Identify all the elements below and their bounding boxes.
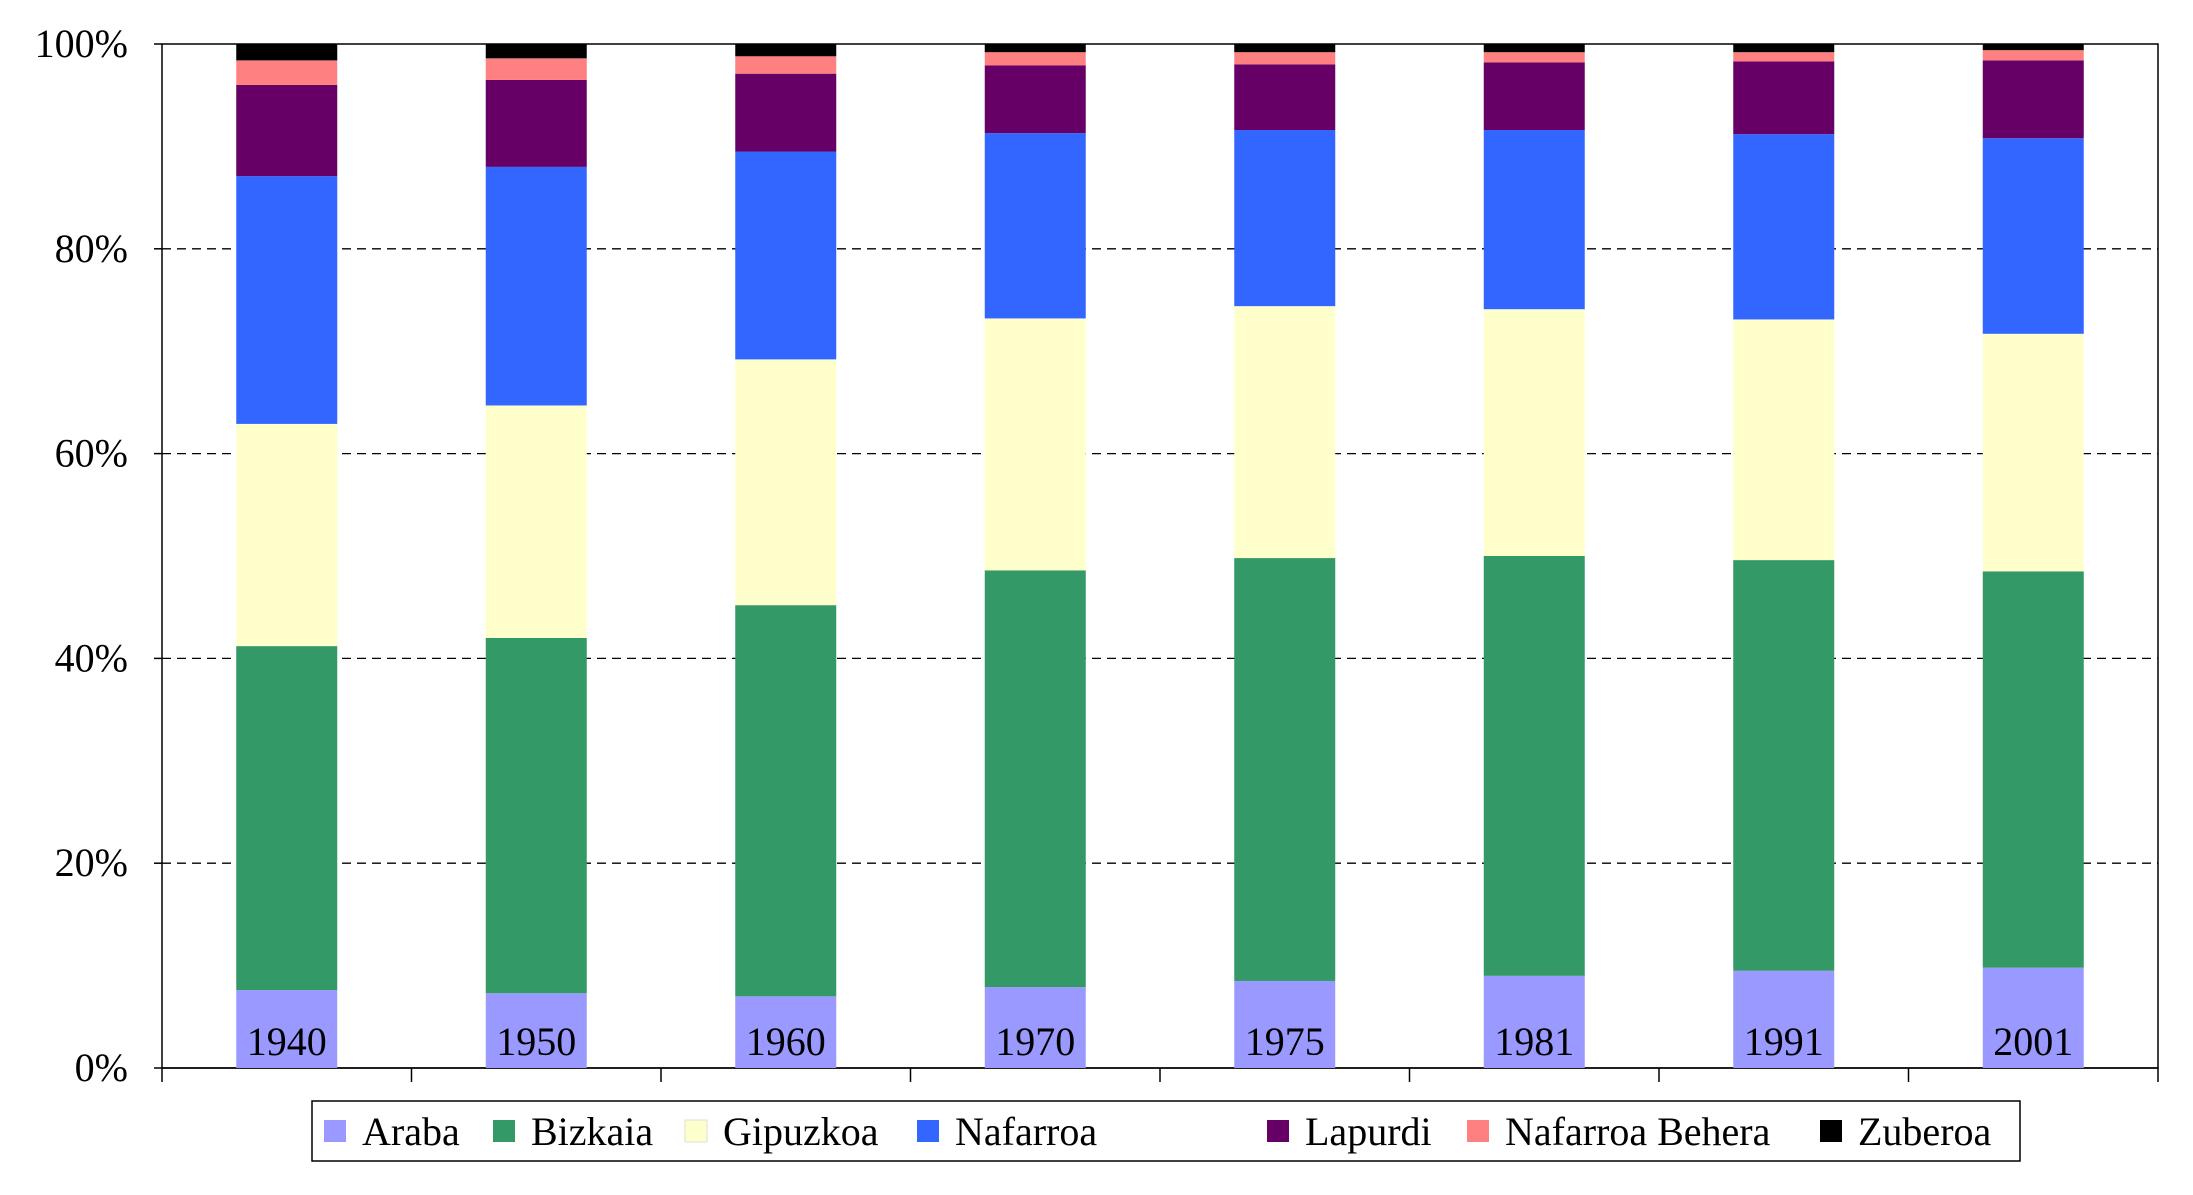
bar-segment-zuberoa (485, 44, 587, 59)
bar-segment-lapurdi (1483, 62, 1585, 131)
bar-segment-gipuzkoa (1483, 309, 1585, 556)
y-tick-label: 20% (55, 840, 128, 885)
bar-segment-araba (485, 993, 587, 1068)
bar-segment-nafarroa (735, 151, 837, 360)
bar-segment-bizkaia (236, 646, 338, 991)
legend-label: Bizkaia (531, 1109, 653, 1154)
y-tick-label: 80% (55, 226, 128, 271)
bar-segment-araba (236, 990, 338, 1068)
bar-segment-gipuzkoa (735, 359, 837, 606)
x-tick-label: 1975 (1245, 1019, 1325, 1064)
legend-swatch (684, 1119, 708, 1143)
bar-segment-araba (1733, 970, 1835, 1068)
x-tick-label: 1950 (496, 1019, 576, 1064)
legend-item: Zuberoa (1820, 1109, 1992, 1154)
bar-segment-lapurdi (485, 79, 587, 167)
x-tick-label: 1970 (995, 1019, 1075, 1064)
x-tick-label: 1940 (247, 1019, 327, 1064)
x-tick-label: 1960 (746, 1019, 826, 1064)
y-tick-label: 40% (55, 635, 128, 680)
legend-item: Gipuzkoa (684, 1109, 879, 1154)
bar-segment-nafarroa (1733, 134, 1835, 320)
bar-segment-zuberoa (1733, 44, 1835, 53)
bar-segment-zuberoa (984, 44, 1086, 53)
bar-segment-nafarroa-behera (1234, 52, 1336, 65)
legend: Araba Bizkaia Gipuzkoa Nafarroa Lapurdi Nafar… (311, 1100, 2021, 1162)
legend-label: Araba (362, 1109, 460, 1154)
bar-segment-nafarroa-behera (236, 60, 338, 85)
legend-swatch (1267, 1120, 1289, 1142)
legend-label: Nafarroa (955, 1109, 1097, 1154)
bar-segment-nafarroa (1982, 138, 2084, 334)
legend-label: Gipuzkoa (723, 1109, 879, 1154)
legend-swatch (324, 1120, 346, 1142)
bar-segment-araba (735, 996, 837, 1068)
bar-segment-bizkaia (1733, 560, 1835, 971)
legend-item: Araba (324, 1109, 460, 1154)
bar-segment-zuberoa (1234, 44, 1336, 53)
bar-segment-gipuzkoa (236, 423, 338, 647)
bar-segment-nafarroa (1483, 130, 1585, 310)
bar-segment-gipuzkoa (485, 405, 587, 638)
bar-segment-zuberoa (735, 44, 837, 57)
bar-segment-nafarroa-behera (1982, 50, 2084, 61)
legend-swatch (1820, 1120, 1842, 1142)
bar-segment-bizkaia (1483, 556, 1585, 976)
bar-segment-gipuzkoa (1733, 319, 1835, 561)
bar-segment-lapurdi (984, 65, 1086, 134)
bar-segment-lapurdi (735, 73, 837, 152)
legend-item: Bizkaia (493, 1109, 653, 1154)
legend-label: Lapurdi (1305, 1109, 1432, 1154)
bar-segment-nafarroa-behera (485, 58, 587, 80)
legend-label: Zuberoa (1858, 1109, 1992, 1154)
bar-segment-araba (1483, 975, 1585, 1068)
bar-segment-nafarroa (236, 176, 338, 424)
bar-segment-gipuzkoa (1234, 306, 1336, 559)
x-tick-label: 1981 (1494, 1019, 1574, 1064)
legend-swatch (1467, 1120, 1489, 1142)
bar-segment-lapurdi (1733, 61, 1835, 135)
bar-segment-lapurdi (236, 84, 338, 177)
bar-segment-bizkaia (984, 570, 1086, 988)
y-tick-label: 0% (75, 1045, 128, 1090)
bar-segment-bizkaia (735, 605, 837, 997)
bar-segment-araba (1982, 967, 2084, 1068)
y-tick-label: 100% (35, 21, 128, 66)
x-tick-label: 1991 (1744, 1019, 1824, 1064)
bar-segment-nafarroa-behera (984, 52, 1086, 66)
bar-segment-araba (1234, 980, 1336, 1068)
bar-segment-bizkaia (1982, 571, 2084, 968)
bar-segment-zuberoa (236, 44, 338, 61)
legend-item: Nafarroa Behera (1467, 1109, 1771, 1154)
y-tick-label: 60% (55, 431, 128, 476)
bar-segment-zuberoa (1982, 44, 2084, 51)
bar-segment-gipuzkoa (984, 318, 1086, 571)
bar-segment-nafarroa (1234, 130, 1336, 307)
legend-box (311, 1100, 2021, 1162)
bar-segment-lapurdi (1982, 60, 2084, 139)
bar-segment-nafarroa (984, 133, 1086, 319)
legend-label: Nafarroa Behera (1505, 1109, 1771, 1154)
bar-segment-zuberoa (1483, 44, 1585, 53)
bar-segment-lapurdi (1234, 64, 1336, 131)
bar-segment-nafarroa-behera (1733, 52, 1835, 62)
bar-segment-nafarroa-behera (1483, 52, 1585, 63)
legend-item: Nafarroa (917, 1109, 1097, 1154)
plot-area (161, 43, 2159, 1069)
bar-segment-gipuzkoa (1982, 333, 2084, 572)
bar-segment-nafarroa (485, 166, 587, 406)
legend-swatch (493, 1120, 515, 1142)
legend-swatch (917, 1120, 939, 1142)
legend-item: Lapurdi (1267, 1109, 1432, 1154)
x-tick-label: 2001 (1993, 1019, 2073, 1064)
bar-segment-bizkaia (1234, 558, 1336, 981)
bar-segment-nafarroa-behera (735, 56, 837, 74)
bar-segment-bizkaia (485, 637, 587, 994)
bar-segment-araba (984, 987, 1086, 1068)
